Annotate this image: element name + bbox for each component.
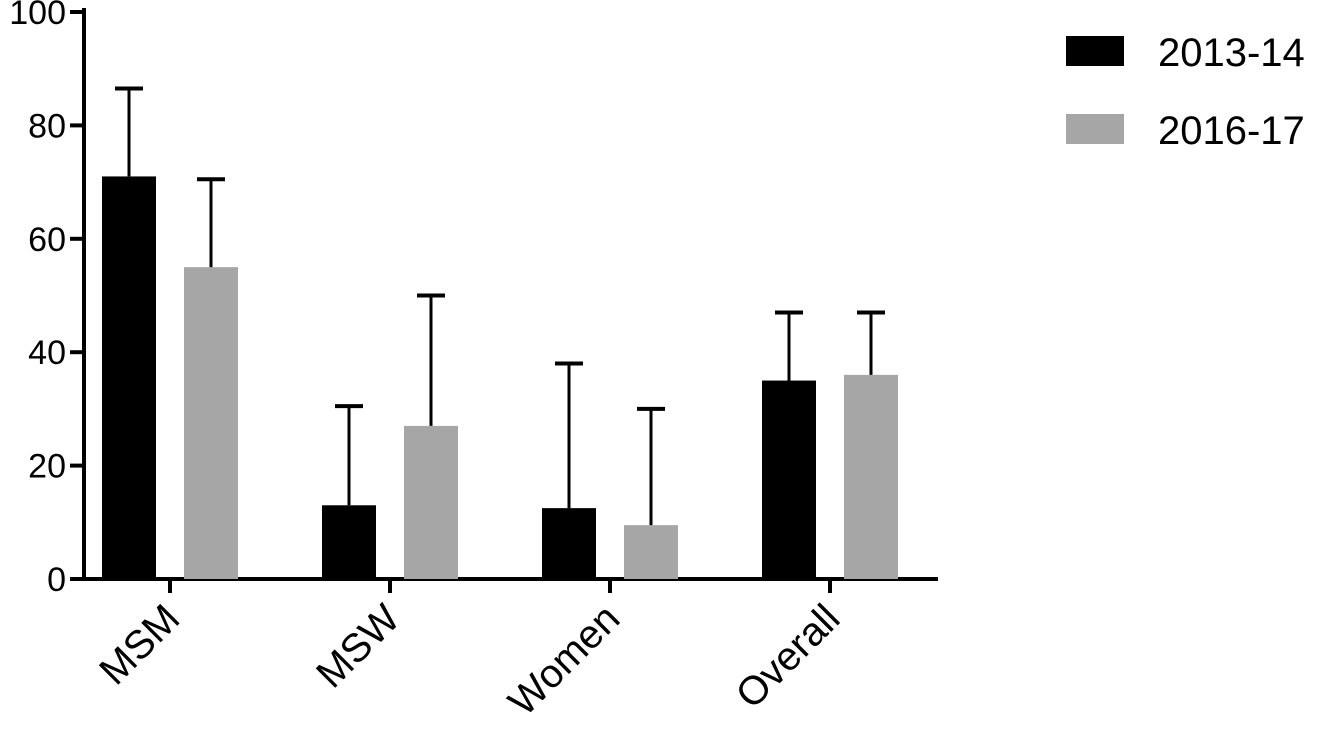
x-category-label: MSW [308, 596, 408, 696]
y-ticks: 0 20 40 60 80 100 [9, 0, 84, 599]
y-tick-label: 40 [28, 334, 66, 372]
bars [102, 176, 898, 579]
legend: 2013-14 2016-17 [1066, 31, 1305, 153]
x-category-label: MSM [91, 596, 188, 693]
error-bars [115, 86, 885, 526]
y-tick-label: 80 [28, 107, 66, 145]
x-category-labels: MSM MSW Women Overall [91, 579, 848, 724]
legend-swatch-2016-17 [1066, 114, 1124, 144]
x-category-label: Women [500, 596, 628, 724]
y-tick-label: 100 [9, 0, 66, 32]
bar-msw-2016-17 [404, 425, 458, 579]
y-tick-label: 60 [28, 221, 66, 259]
bar-overall-2016-17 [844, 374, 898, 579]
bar-women-2013-14 [542, 508, 596, 579]
y-tick-label: 0 [47, 561, 66, 599]
bar-msm-2013-14 [102, 176, 156, 579]
bar-women-2016-17 [624, 525, 678, 579]
x-category-label: Overall [728, 596, 849, 717]
legend-swatch-2013-14 [1066, 36, 1124, 66]
bar-msm-2016-17 [184, 267, 238, 579]
legend-label: 2013-14 [1158, 31, 1305, 75]
bar-overall-2013-14 [762, 380, 816, 579]
legend-label: 2016-17 [1158, 109, 1305, 153]
bar-msw-2013-14 [322, 505, 376, 579]
y-tick-label: 20 [28, 448, 66, 486]
